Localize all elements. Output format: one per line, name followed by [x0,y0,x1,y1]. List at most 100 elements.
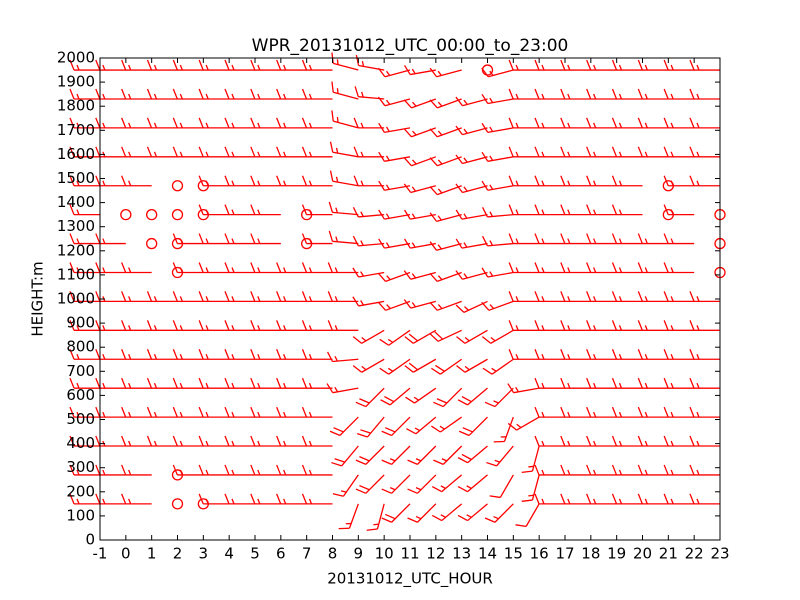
barb-half-tick [567,469,571,476]
wind-barb [121,493,152,505]
barb-half-tick [618,354,623,360]
wind-barb [560,320,591,331]
barb-half-tick [541,238,545,244]
wind-barb [276,88,307,100]
barb-half-tick [644,93,648,100]
wind-barb [276,146,307,158]
wind-barb [429,156,462,167]
barb-half-tick [463,157,468,163]
barb-half-tick [283,498,287,505]
wind-barb [611,406,643,418]
wind-barb [250,204,281,216]
barb-half-tick [541,325,545,331]
barb-tick [663,233,669,244]
barb-half-tick [360,151,364,158]
barb-tick [146,146,153,158]
wind-barb [455,238,488,249]
barb-tick [172,233,178,244]
wind-barb [637,233,669,245]
wind-barb [146,208,158,221]
barb-half-tick [644,151,648,158]
wind-barb [329,170,359,187]
barb-tick [355,459,367,465]
barb-half-tick [76,267,80,273]
barb-half-tick [308,122,313,129]
barb-tick [172,146,178,158]
wind-barb [689,117,720,129]
barb-half-tick [336,88,339,94]
barb-half-tick [670,180,674,186]
barb-half-tick [493,400,499,404]
barb-half-tick [593,151,597,158]
barb-tick [429,99,438,109]
wind-barb [508,262,540,274]
barb-tick [378,151,385,162]
barb-tick [637,349,643,360]
barb-tick [611,464,618,476]
barb-tick [455,96,463,107]
barb-half-tick [205,498,209,505]
wind-barb [352,329,385,344]
barb-half-tick [541,440,545,447]
x-tick-label: 10 [375,545,394,563]
wind-barb [380,387,411,406]
barb-tick [481,122,489,133]
barb-half-tick [541,296,545,302]
barb-tick [611,377,618,389]
barb-half-tick [644,498,648,505]
wind-barb [146,320,178,331]
x-tick-label: 1 [147,545,157,563]
barb-half-tick [696,469,700,476]
barb-half-tick [257,209,261,215]
wind-barb [403,270,437,280]
barb-tick [250,204,256,215]
wind-barb [198,406,230,418]
barb-half-tick [386,304,391,310]
barb-tick [611,88,618,100]
wind-barb [534,349,565,360]
wind-barb [355,387,385,408]
barb-tick [429,128,438,138]
barb-half-tick [385,155,390,161]
barb-tick [276,175,282,186]
barb-tick [689,88,695,100]
wind-barb [381,503,411,523]
wind-barb [250,146,281,158]
wind-barb [301,406,333,418]
barb-half-tick [231,411,235,418]
barb-half-tick [76,411,80,418]
wind-barb [637,320,669,331]
barb-tick [146,88,153,100]
barb-half-tick [541,93,545,100]
barb-half-tick [283,354,287,360]
wind-barb [431,474,463,493]
x-tick-label: 18 [581,545,600,563]
barb-tick [146,377,153,389]
barb-half-tick [389,458,396,462]
wind-barb [198,117,230,129]
wind-barb [353,175,385,187]
wind-barb [457,445,488,464]
wind-barb [224,204,255,216]
barb-half-tick [441,458,448,462]
wind-barb [637,291,669,303]
barb-half-tick [257,93,261,100]
barb-half-tick [386,275,391,281]
barb-tick [95,117,101,129]
barb-half-tick [153,382,158,389]
barb-tick [408,333,419,342]
barb-tick [352,296,360,307]
barb-half-tick [593,325,597,331]
barb-tick [508,291,514,302]
barb-half-tick [308,209,313,215]
barb-half-tick [308,440,313,447]
wind-barb [663,493,695,505]
barb-tick [146,117,153,129]
barb-half-tick [696,440,700,447]
barb-half-tick [413,396,419,401]
wind-barb [611,175,643,187]
barb-half-tick [102,180,106,186]
barb-staff [499,474,514,498]
barb-tick [560,435,566,447]
